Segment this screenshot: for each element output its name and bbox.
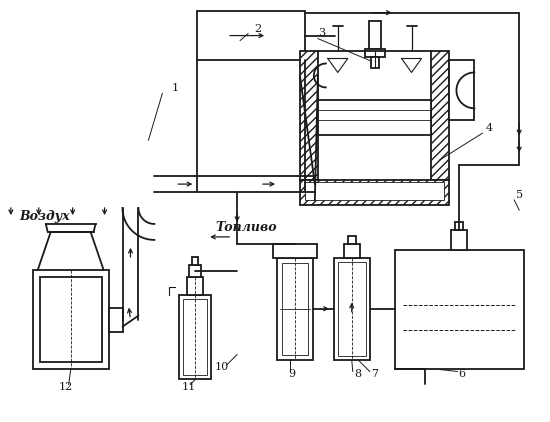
Bar — [305, 182, 444, 200]
Text: 1: 1 — [172, 84, 179, 93]
Bar — [344, 244, 360, 258]
Bar — [33, 270, 108, 370]
Bar — [273, 244, 317, 258]
Text: 6: 6 — [458, 369, 465, 379]
Bar — [108, 308, 123, 332]
Bar — [183, 299, 207, 376]
Text: 8: 8 — [354, 369, 361, 379]
Text: 5: 5 — [516, 190, 522, 200]
Bar — [455, 222, 464, 230]
Bar — [318, 100, 432, 135]
Bar — [192, 257, 198, 265]
Bar — [338, 262, 366, 355]
Text: 9: 9 — [288, 369, 295, 379]
Text: 11: 11 — [181, 382, 195, 392]
Bar — [394, 250, 524, 370]
Text: 2: 2 — [255, 24, 262, 34]
Bar — [277, 258, 313, 360]
Bar — [197, 11, 305, 60]
Bar — [365, 49, 384, 57]
Bar — [300, 51, 318, 180]
Bar — [368, 21, 381, 49]
Text: 12: 12 — [58, 382, 73, 392]
Text: 3: 3 — [318, 27, 326, 38]
Bar — [40, 277, 102, 362]
Bar — [334, 258, 370, 360]
Bar — [432, 51, 449, 180]
Bar — [449, 60, 474, 120]
Bar — [300, 180, 449, 205]
Bar — [348, 236, 356, 244]
Text: 7: 7 — [371, 369, 378, 379]
Bar — [189, 265, 201, 277]
Text: 10: 10 — [215, 362, 229, 373]
Bar — [371, 57, 378, 68]
Bar — [179, 295, 211, 379]
Bar — [282, 263, 308, 354]
Text: Воздух: Воздух — [19, 211, 70, 224]
Bar — [188, 277, 204, 295]
Text: Топливо: Топливо — [215, 222, 277, 235]
Bar — [452, 230, 467, 250]
Text: 4: 4 — [486, 123, 493, 133]
